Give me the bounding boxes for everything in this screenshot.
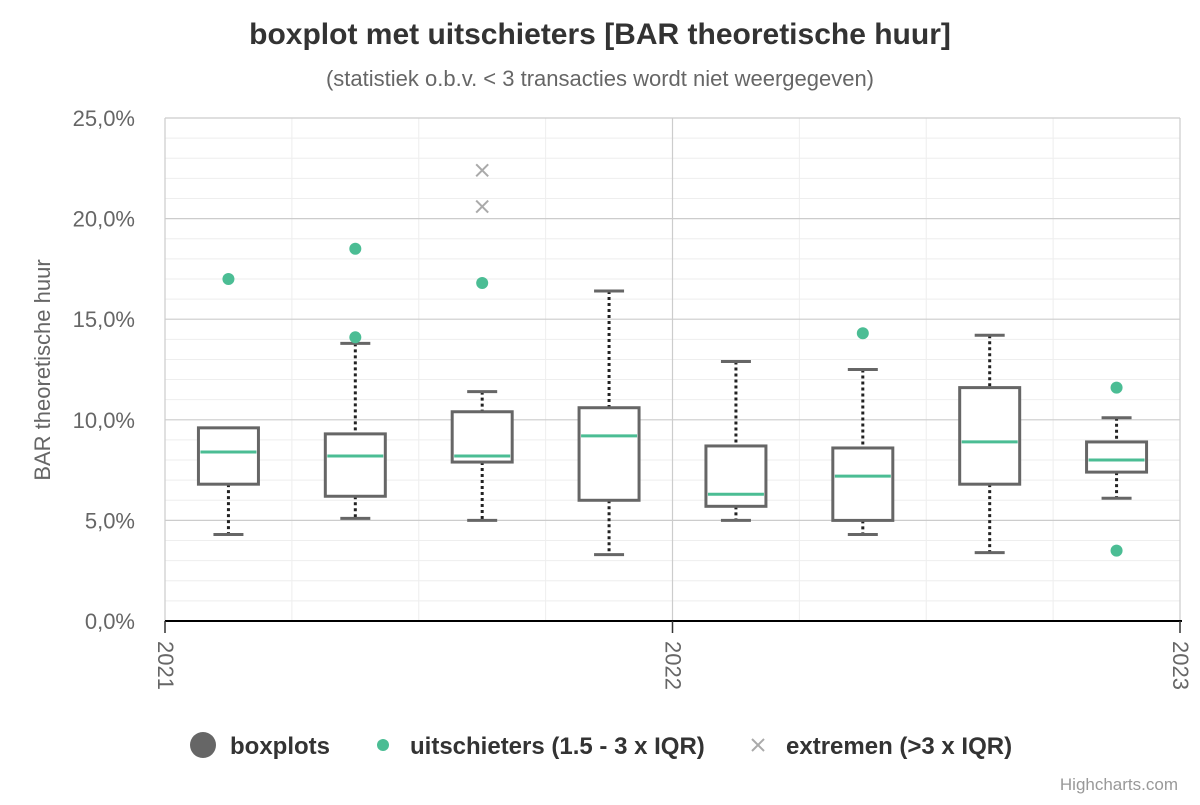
credits-link[interactable]: Highcharts.com	[1060, 775, 1178, 794]
grid	[164, 117, 1181, 621]
y-tick-label: 0,0%	[85, 609, 135, 634]
box-iqr	[958, 386, 1022, 486]
y-tick-label: 25,0%	[73, 106, 135, 131]
boxplot-box[interactable]	[958, 333, 1022, 555]
x-tick-label: 2023	[1168, 641, 1193, 690]
outlier-point[interactable]	[1110, 381, 1123, 394]
box-iqr	[577, 406, 641, 502]
legend-item[interactable]: uitschieters (1.5 - 3 x IQR)	[377, 733, 705, 760]
extreme-cross-stroke	[475, 163, 489, 178]
box-iqr	[704, 444, 768, 508]
boxplot-box[interactable]	[1085, 416, 1149, 500]
outlier-point[interactable]	[349, 331, 362, 344]
legend-symbol-outlier	[377, 739, 389, 751]
x-tick-label: 2022	[661, 641, 686, 690]
box-iqr	[450, 410, 514, 464]
extreme-point[interactable]	[475, 199, 489, 214]
legend-symbol-box	[190, 732, 216, 758]
box-iqr	[323, 432, 387, 498]
extreme-point[interactable]	[475, 163, 489, 178]
boxplot-box[interactable]	[831, 368, 895, 536]
legend-symbol-extreme	[751, 738, 765, 752]
chart-title: boxplot met uitschieters [BAR theoretisc…	[249, 18, 951, 51]
boxplot-box[interactable]	[704, 359, 768, 522]
boxplot-box[interactable]	[450, 390, 514, 522]
outlier-point[interactable]	[349, 242, 362, 255]
boxplot-box[interactable]	[323, 341, 387, 520]
outlier-point[interactable]	[476, 276, 489, 289]
legend-label: uitschieters (1.5 - 3 x IQR)	[410, 733, 705, 760]
legend-item[interactable]: extremen (>3 x IQR)	[751, 733, 1012, 760]
y-tick-label: 10,0%	[73, 408, 135, 433]
outlier-point[interactable]	[1110, 544, 1123, 557]
legend-item[interactable]: boxplots	[190, 732, 330, 760]
box-iqr	[196, 426, 260, 486]
outlier-point[interactable]	[856, 327, 869, 340]
y-tick-label: 20,0%	[73, 207, 135, 232]
outlier-point[interactable]	[222, 272, 235, 285]
boxplot-box[interactable]	[196, 426, 260, 536]
y-tick-label: 5,0%	[85, 508, 135, 533]
chart-subtitle: (statistiek o.b.v. < 3 transacties wordt…	[326, 66, 874, 91]
series	[196, 163, 1149, 557]
legend-label: extremen (>3 x IQR)	[786, 733, 1012, 760]
legend: boxplots uitschieters (1.5 - 3 x IQR) extr…	[190, 732, 1012, 760]
box-iqr	[831, 446, 895, 522]
y-tick-label: 15,0%	[73, 307, 135, 332]
axes: 2021 2022 2023 0,0% 5,0% 10,0% 15,0% 20,0% 25,0%	[73, 106, 1193, 690]
y-axis-title: BAR theoretische huur	[30, 259, 55, 480]
extreme-cross-stroke	[475, 199, 489, 214]
boxplot-box[interactable]	[577, 289, 641, 557]
x-tick-label: 2021	[153, 641, 178, 690]
legend-label: boxplots	[230, 733, 330, 760]
box-iqr	[1085, 440, 1149, 474]
